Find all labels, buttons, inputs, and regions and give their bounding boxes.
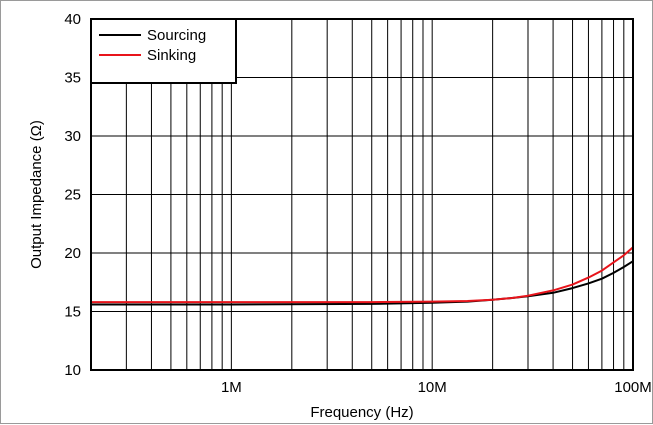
y-tick-label: 35: [64, 70, 81, 87]
x-tick-label: 1M: [221, 379, 242, 396]
y-tick-label: 30: [64, 128, 81, 145]
x-axis-title: Frequency (Hz): [310, 404, 413, 421]
series-layer: [91, 246, 634, 306]
y-tick-label: 10: [64, 362, 81, 379]
legend: Sourcing Sinking: [90, 18, 237, 84]
y-tick-label: 25: [64, 187, 81, 204]
legend-label-sourcing: Sourcing: [147, 27, 206, 44]
y-tick-label: 40: [64, 11, 81, 28]
y-axis-title: Output Impedance (Ω): [28, 120, 45, 269]
series-line-sinking: [91, 246, 634, 304]
plot-border: [90, 18, 634, 371]
y-tick-label: 15: [64, 304, 81, 321]
x-tick-label: 100M: [614, 379, 652, 396]
legend-label-sinking: Sinking: [147, 47, 196, 64]
tick-labels: 10 15 20 25 30 35 40 1M 10M 100M: [64, 11, 651, 396]
x-tick-label: 10M: [418, 379, 447, 396]
series-line-sourcing: [91, 260, 634, 306]
legend-box: [90, 18, 237, 84]
y-tick-label: 20: [64, 245, 81, 262]
